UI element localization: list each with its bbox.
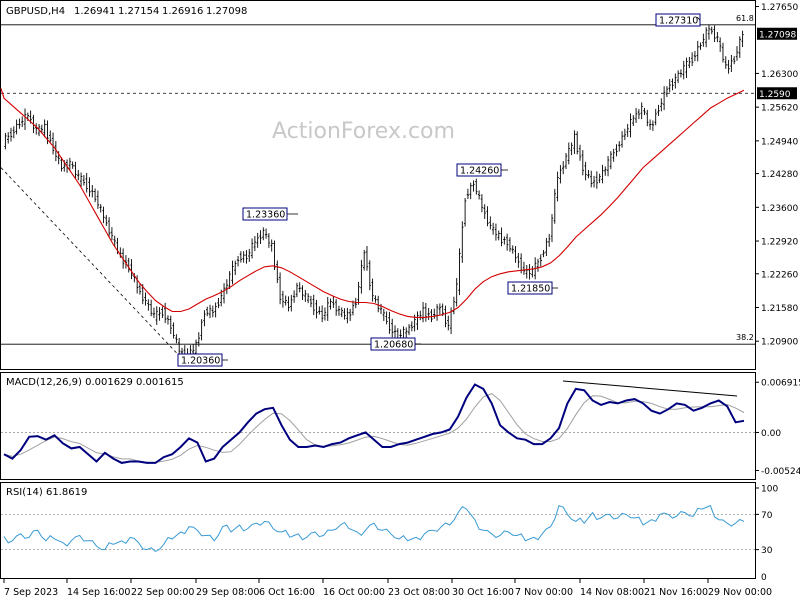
x-axis-label: 23 Oct 08:00 — [388, 587, 450, 598]
price-panel-frame — [0, 0, 756, 370]
low-value: 1.26916 — [162, 6, 203, 17]
rsi-axis-label: 100 — [761, 485, 778, 495]
label-layer: 61.8 38.2 1.27310 1.24260 1.23360 1.21850 1.20… — [177, 13, 754, 367]
price-axis-label: 1.22920 — [761, 238, 798, 248]
macd-divergence-line — [562, 380, 738, 397]
price-axis-label: 1.22260 — [761, 270, 798, 280]
level-label-text: 1.23360 — [246, 210, 285, 221]
x-axis-label: 16 Oct 00:00 — [323, 587, 385, 598]
rsi-line — [3, 504, 745, 553]
fib-label: 61.8 — [736, 14, 754, 23]
open-value: 1.26941 — [74, 6, 115, 17]
symbol-label: GBPUSD,H4 — [6, 6, 65, 17]
level-label-text: 1.27310 — [659, 16, 698, 27]
price-axis-label: 1.23600 — [761, 204, 798, 214]
moving-average-line — [0, 88, 745, 318]
price-axis-label: 1.21580 — [761, 304, 798, 314]
rsi-axis-label: 0 — [761, 573, 767, 583]
level-label-text: 1.24260 — [460, 166, 499, 177]
rsi-layer — [1, 504, 755, 553]
level-label-text: 1.20360 — [181, 356, 220, 367]
x-axis-label: 29 Sep 08:00 — [196, 587, 259, 598]
macd-line — [3, 383, 745, 464]
x-axis-label: 6 Oct 16:00 — [259, 587, 315, 598]
x-axis-label: 30 Oct 16:00 — [452, 587, 514, 598]
level-label-text: 1.20680 — [374, 340, 413, 351]
x-axis-label: 29 Nov 00:00 — [708, 587, 772, 598]
x-axis-label: 14 Nov 08:00 — [580, 587, 644, 598]
rsi-axis-label: 70 — [761, 511, 773, 521]
level-label-text: 1.21850 — [511, 284, 550, 295]
rsi-title: RSI(14) 61.8619 — [6, 487, 87, 498]
macd-axis-label: 0.006915 — [761, 379, 800, 389]
price-axis-label: 1.24940 — [761, 137, 798, 147]
level-price-tag — [757, 87, 797, 100]
x-axis-label: 22 Sep 00:00 — [131, 587, 194, 598]
macd-title: MACD(12,26,9) 0.001629 0.001615 — [6, 377, 184, 388]
x-axis-label: 7 Nov 00:00 — [515, 587, 573, 598]
axis-layer: 1.27650 1.26300 1.25620 1.24940 1.24280 1.236… — [3, 3, 800, 598]
fib-label: 38.2 — [736, 333, 754, 342]
rsi-axis-label: 30 — [761, 546, 773, 556]
x-axis-label: 14 Sep 16:00 — [67, 587, 130, 598]
macd-panel-frame — [0, 372, 756, 480]
current-price-text: 1.27098 — [759, 30, 796, 40]
level-label-pointer — [696, 16, 701, 21]
rsi-panel-frame — [0, 482, 756, 579]
level-price-text: 1.2590 — [759, 90, 791, 100]
x-axis-label: 7 Sep 2023 — [4, 587, 58, 598]
macd-axis-label: 0.00 — [761, 429, 781, 439]
x-axis-label: 21 Nov 16:00 — [644, 587, 708, 598]
price-layer — [0, 24, 745, 364]
macd-layer — [1, 380, 755, 464]
price-axis-label: 1.20900 — [761, 338, 798, 348]
close-value: 1.27098 — [206, 6, 247, 17]
high-value: 1.27154 — [118, 6, 159, 17]
price-axis-label: 1.27650 — [761, 3, 798, 13]
price-axis-label: 1.25620 — [761, 104, 798, 114]
price-axis-label: 1.24280 — [761, 170, 798, 180]
price-axis-label: 1.26300 — [761, 70, 798, 80]
current-price-tag — [757, 27, 797, 40]
watermark: ActionForex.com — [272, 119, 455, 144]
